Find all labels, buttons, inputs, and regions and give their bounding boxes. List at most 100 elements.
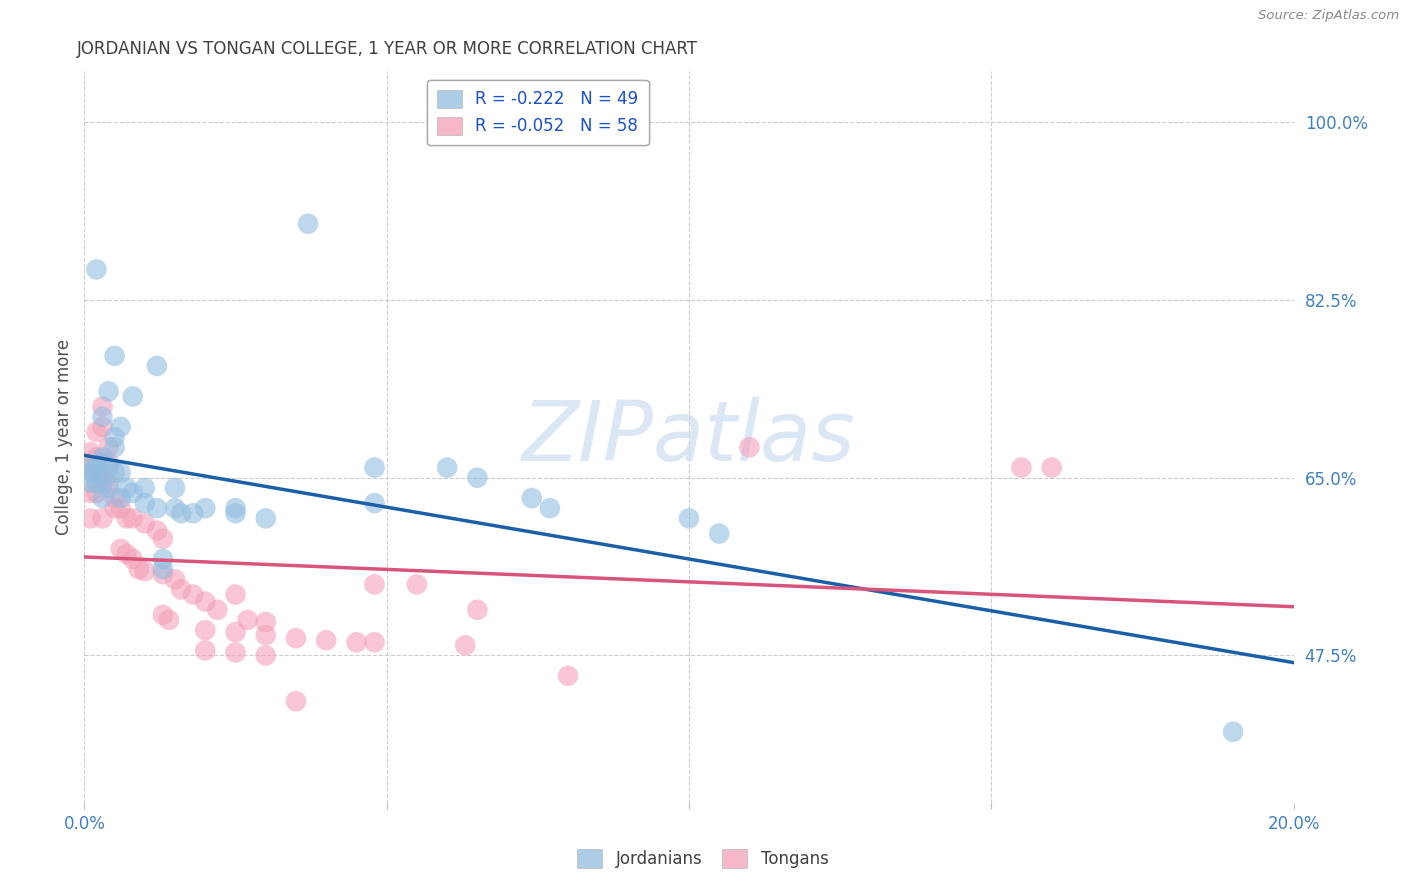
Point xyxy=(285,632,308,646)
Point xyxy=(254,511,277,525)
Text: JORDANIAN VS TONGAN COLLEGE, 1 YEAR OR MORE CORRELATION CHART: JORDANIAN VS TONGAN COLLEGE, 1 YEAR OR M… xyxy=(77,40,699,58)
Point xyxy=(115,481,138,495)
Point xyxy=(152,607,174,622)
Point xyxy=(520,491,543,505)
Point xyxy=(146,359,169,373)
Point xyxy=(363,496,385,510)
Point xyxy=(134,516,156,531)
Point xyxy=(86,460,108,475)
Point xyxy=(254,615,277,629)
Point xyxy=(406,577,429,591)
Point xyxy=(134,496,156,510)
Point xyxy=(134,564,156,578)
Point xyxy=(165,501,187,516)
Point xyxy=(110,541,132,556)
Point xyxy=(128,562,150,576)
Point xyxy=(557,669,579,683)
Point xyxy=(104,440,127,454)
Point xyxy=(1222,724,1244,739)
Point xyxy=(363,460,385,475)
Point xyxy=(709,526,731,541)
Point xyxy=(86,466,108,480)
Point xyxy=(225,506,247,520)
Point xyxy=(91,511,114,525)
Point xyxy=(146,524,169,538)
Point xyxy=(91,475,114,490)
Point xyxy=(104,430,127,444)
Point xyxy=(79,511,101,525)
Point xyxy=(152,552,174,566)
Point xyxy=(194,643,217,657)
Point xyxy=(170,506,193,520)
Legend: R = -0.222   N = 49, R = -0.052   N = 58: R = -0.222 N = 49, R = -0.052 N = 58 xyxy=(427,79,648,145)
Point xyxy=(165,572,187,586)
Point xyxy=(115,547,138,561)
Point xyxy=(110,420,132,434)
Point xyxy=(79,460,101,475)
Point xyxy=(91,400,114,414)
Point xyxy=(363,577,385,591)
Point xyxy=(194,623,217,637)
Point xyxy=(165,481,187,495)
Point xyxy=(134,481,156,495)
Point xyxy=(170,582,193,597)
Point xyxy=(91,473,114,487)
Point xyxy=(86,475,108,490)
Point xyxy=(91,455,114,469)
Text: ZIPatlas: ZIPatlas xyxy=(522,397,856,477)
Point xyxy=(86,425,108,439)
Point xyxy=(115,511,138,525)
Point xyxy=(97,475,120,490)
Point xyxy=(86,466,108,480)
Point xyxy=(104,501,127,516)
Point xyxy=(454,638,477,652)
Point xyxy=(104,466,127,480)
Point xyxy=(104,349,127,363)
Point xyxy=(225,625,247,640)
Point xyxy=(110,501,132,516)
Point xyxy=(467,471,489,485)
Point xyxy=(79,460,101,475)
Point xyxy=(79,466,101,480)
Point xyxy=(121,552,143,566)
Point xyxy=(104,491,127,505)
Point xyxy=(91,491,114,505)
Text: Source: ZipAtlas.com: Source: ZipAtlas.com xyxy=(1258,9,1399,22)
Point xyxy=(738,440,761,454)
Point xyxy=(86,262,108,277)
Point xyxy=(79,475,101,490)
Y-axis label: College, 1 year or more: College, 1 year or more xyxy=(55,339,73,535)
Point xyxy=(181,506,204,520)
Point xyxy=(1040,460,1063,475)
Point xyxy=(194,501,217,516)
Point xyxy=(79,445,101,459)
Point xyxy=(110,466,132,480)
Point xyxy=(538,501,561,516)
Point xyxy=(254,648,277,663)
Point xyxy=(363,635,385,649)
Point xyxy=(346,635,368,649)
Point xyxy=(225,501,247,516)
Point xyxy=(181,588,204,602)
Point xyxy=(97,460,120,475)
Point xyxy=(97,481,120,495)
Point xyxy=(436,460,458,475)
Point xyxy=(97,440,120,454)
Point xyxy=(207,603,229,617)
Point xyxy=(97,455,120,469)
Point xyxy=(97,384,120,399)
Point xyxy=(146,501,169,516)
Point xyxy=(79,486,101,500)
Point xyxy=(236,613,259,627)
Point xyxy=(121,486,143,500)
Point xyxy=(86,450,108,465)
Point xyxy=(152,562,174,576)
Point xyxy=(285,694,308,708)
Point xyxy=(121,511,143,525)
Point xyxy=(225,588,247,602)
Point xyxy=(152,532,174,546)
Point xyxy=(91,409,114,424)
Point xyxy=(152,567,174,582)
Point xyxy=(157,613,180,627)
Point xyxy=(86,486,108,500)
